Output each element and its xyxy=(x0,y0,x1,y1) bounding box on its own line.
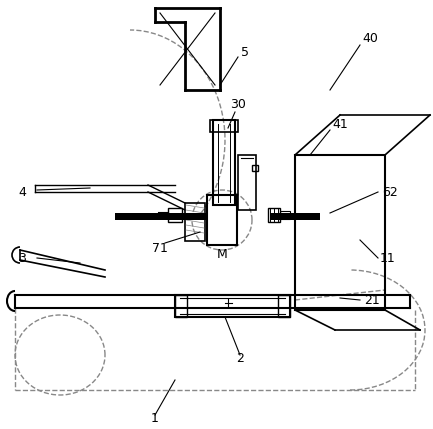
Bar xyxy=(280,211,290,219)
Bar xyxy=(270,213,320,220)
Bar xyxy=(238,155,256,210)
Bar xyxy=(295,155,385,310)
Text: 2: 2 xyxy=(236,351,244,365)
Bar xyxy=(252,165,258,171)
Text: 40: 40 xyxy=(362,31,378,45)
Bar xyxy=(115,213,208,220)
Text: 3: 3 xyxy=(18,251,26,265)
Bar xyxy=(168,208,182,222)
Text: 5: 5 xyxy=(241,45,249,58)
Text: 71: 71 xyxy=(152,242,168,254)
Text: 4: 4 xyxy=(18,185,26,199)
Bar xyxy=(175,295,187,317)
Text: 30: 30 xyxy=(230,99,246,112)
Text: 11: 11 xyxy=(380,251,396,265)
Bar xyxy=(268,208,280,222)
Bar xyxy=(207,195,237,245)
Bar xyxy=(210,120,238,132)
Bar xyxy=(213,120,235,205)
Text: 21: 21 xyxy=(364,293,380,306)
Text: 62: 62 xyxy=(382,185,398,199)
Text: 1: 1 xyxy=(151,411,159,425)
Text: 41: 41 xyxy=(332,118,348,132)
Bar xyxy=(175,295,290,317)
Text: M: M xyxy=(216,248,227,262)
Bar xyxy=(278,295,290,317)
Bar xyxy=(185,203,205,241)
